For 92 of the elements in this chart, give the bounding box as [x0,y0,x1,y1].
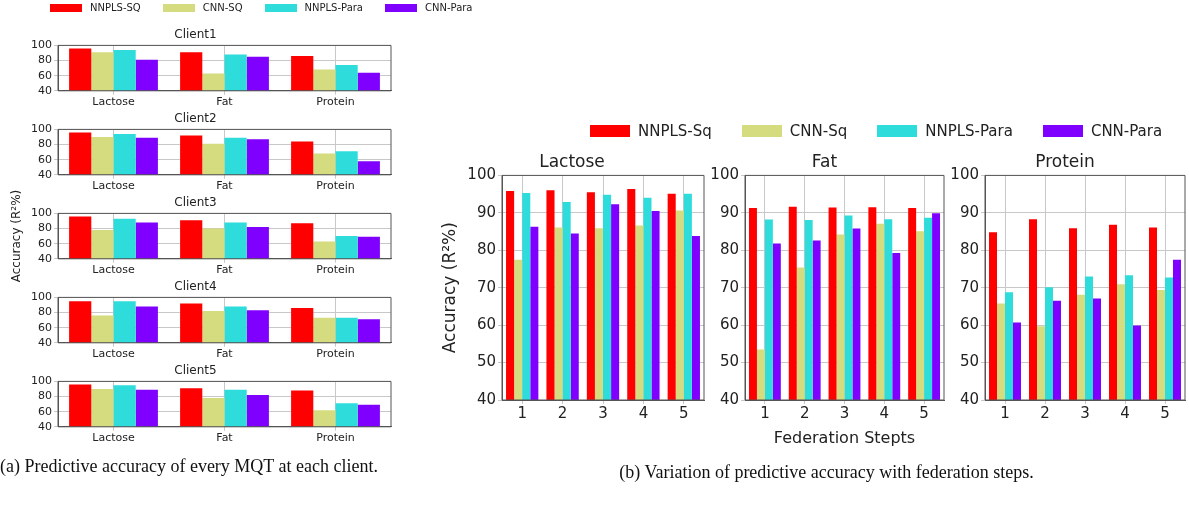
y-tick-label: 60 [38,404,52,418]
y-tick-label: 100 [31,290,52,304]
y-tick-label: 60 [38,236,52,250]
y-tick-label: 40 [38,83,52,97]
legend-label: NNPLS-SQ [90,2,141,13]
y-tick-label: 100 [31,122,52,136]
x-tick-label: 1 [517,403,527,422]
y-tick-label: 60 [719,315,739,334]
y-tick-label: 40 [38,335,52,349]
x-tick-label: 3 [1080,403,1090,422]
y-tick-label: 100 [31,206,52,220]
y-tick-label: 70 [719,277,739,296]
y-tick-label: 40 [38,251,52,265]
x-tick-label: 5 [679,403,689,422]
legend-label: CNN-Sq [789,122,848,140]
y-tick-label: 100 [710,165,739,184]
y-tick-label: 70 [476,277,496,296]
x-axis-title: Federation Stepts [773,427,916,447]
x-tick-label: Fat [216,179,234,193]
y-tick-label: 60 [38,68,52,82]
legend-label: NNPLS-Para [304,2,363,13]
y-axis-title: Accuracy (R²%) [8,189,24,283]
chart-title: Client3 [174,195,217,210]
legend-label: NNPLS-Sq [638,122,712,140]
x-tick-label: Protein [316,95,355,109]
y-tick-label: 60 [38,152,52,166]
y-tick-label: 80 [959,240,979,259]
chart-title: Client1 [174,27,217,42]
x-tick-label: 4 [1120,403,1130,422]
chart-title: Lactose [539,150,605,171]
text: (b) Variation of predictive accuracy with federation steps. [619,462,1034,483]
x-tick-label: Protein [316,179,355,193]
y-tick-label: 90 [719,202,739,221]
legend-label: NNPLS-Para [925,122,1013,140]
x-tick-label: 3 [598,403,608,422]
x-tick-label: 2 [799,403,810,422]
x-tick-label: Protein [316,263,355,277]
legend-label: CNN-Para [1090,122,1163,140]
y-tick-label: 40 [38,167,52,181]
x-tick-label: 3 [839,403,850,422]
x-tick-label: Lactose [92,263,135,277]
y-tick-label: 60 [476,315,496,334]
x-tick-label: Fat [216,95,234,109]
y-tick-label: 80 [38,221,52,235]
text: (a) Predictive accuracy of every MQT at each client. [0,456,379,476]
y-tick-label: 80 [719,240,739,259]
x-tick-label: 2 [1040,403,1050,422]
x-tick-label: Fat [216,263,234,277]
x-tick-label: Fat [216,431,234,445]
x-tick-label: Lactose [92,95,135,109]
y-tick-label: 100 [31,374,52,388]
x-tick-label: 5 [919,403,929,422]
y-tick-label: 90 [959,202,979,221]
x-tick-label: 2 [557,403,568,422]
x-tick-label: Lactose [92,431,135,445]
legend-label: CNN-Para [425,2,473,13]
x-tick-label: 4 [638,403,649,422]
y-tick-label: 80 [38,137,52,151]
x-tick-label: Lactose [92,179,135,193]
x-tick-label: Protein [316,347,355,361]
y-tick-label: 50 [959,352,979,371]
y-tick-label: 80 [38,53,52,67]
y-tick-label: 80 [38,389,52,403]
x-tick-label: Lactose [92,347,135,361]
chart-title: Client5 [174,363,217,378]
y-tick-label: 40 [959,389,979,408]
x-tick-label: Fat [216,347,234,361]
x-tick-label: 1 [760,403,770,422]
chart-title: Protein [1035,150,1095,171]
chart-title: Fat [811,150,838,171]
x-tick-label: Protein [316,431,355,445]
y-tick-label: 80 [476,240,496,259]
y-tick-label: 90 [476,202,496,221]
x-tick-label: 5 [1160,403,1170,422]
y-tick-label: 50 [476,352,496,371]
y-tick-label: 70 [959,277,979,296]
y-tick-label: 100 [950,165,979,184]
legend-label: CNN-SQ [202,2,243,13]
y-tick-label: 60 [38,320,52,334]
chart-title: Client2 [174,111,217,126]
y-tick-label: 40 [38,419,52,433]
y-tick-label: 50 [719,352,739,371]
chart-title: Client4 [174,279,217,294]
y-tick-label: 40 [476,389,496,408]
y-tick-label: 100 [467,165,496,184]
x-tick-label: 4 [879,403,890,422]
y-tick-label: 60 [959,315,979,334]
x-tick-label: 1 [1000,403,1010,422]
y-axis-title: Accuracy (R²%) [438,222,459,354]
y-tick-label: 40 [719,389,739,408]
y-tick-label: 80 [38,305,52,319]
y-tick-label: 100 [31,38,52,52]
